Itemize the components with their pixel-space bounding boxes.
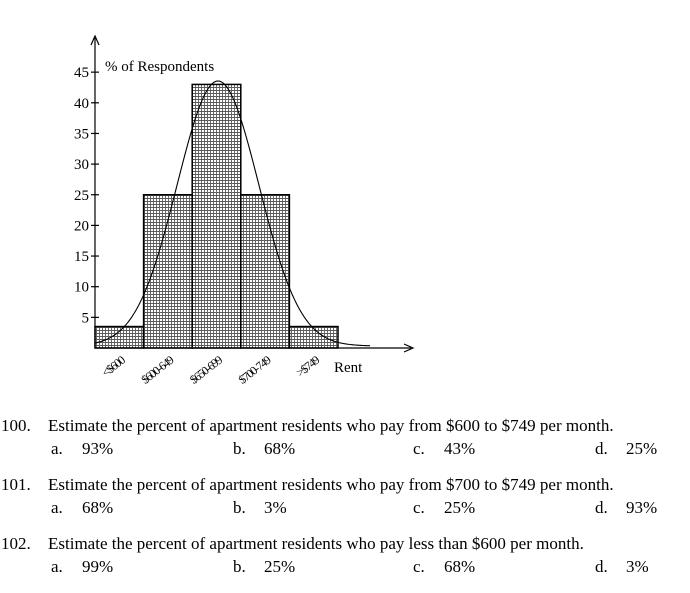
- choice-a: a. 93%: [51, 439, 113, 459]
- choice-letter: c.: [413, 498, 425, 517]
- y-tick-label: 25: [74, 188, 89, 204]
- question-100: 100. Estimate the percent of apartment r…: [0, 416, 690, 475]
- x-axis-label: Rent: [334, 360, 363, 376]
- y-tick-label: 15: [74, 249, 89, 265]
- choice-a: a. 99%: [51, 557, 113, 577]
- question-number: 100.: [1, 416, 31, 435]
- choice-value: 68%: [264, 439, 296, 458]
- category-label: $700-749: [236, 353, 274, 387]
- category-label: >$749: [293, 353, 322, 380]
- category-label: $600-649: [138, 353, 176, 387]
- bar-4: [240, 194, 291, 349]
- y-tick-label: 5: [82, 310, 90, 326]
- choice-a: a. 68%: [51, 498, 113, 518]
- choice-c: c. 25%: [413, 498, 475, 518]
- question-text: Estimate the percent of apartment reside…: [48, 475, 614, 494]
- choice-value: 68%: [82, 498, 114, 517]
- questions-list: 100. Estimate the percent of apartment r…: [0, 416, 690, 593]
- choice-b: b. 25%: [233, 557, 295, 577]
- question-text: Estimate the percent of apartment reside…: [48, 416, 614, 435]
- choice-d: d. 93%: [595, 498, 657, 518]
- bar-5: [288, 325, 339, 349]
- bars-layer: [94, 83, 339, 349]
- choice-value: 93%: [626, 498, 658, 517]
- choice-letter: a.: [51, 439, 63, 458]
- bar-2: [142, 194, 193, 349]
- normal-curve: [94, 80, 371, 347]
- choice-letter: b.: [233, 439, 246, 458]
- choice-letter: a.: [51, 498, 63, 517]
- choice-value: 3%: [264, 498, 287, 517]
- choice-c: c. 43%: [413, 439, 475, 459]
- bar-3: [191, 83, 242, 349]
- choice-letter: c.: [413, 439, 425, 458]
- histogram-chart: % of Respondents Rent 51015202530354045 …: [74, 34, 415, 387]
- choice-value: 99%: [82, 557, 114, 576]
- y-axis-label: % of Respondents: [105, 59, 214, 75]
- y-tick-label: 20: [74, 218, 89, 234]
- choice-letter: c.: [413, 557, 425, 576]
- question-101: 101. Estimate the percent of apartment r…: [0, 475, 690, 534]
- question-number: 102.: [1, 534, 31, 553]
- bar-1: [94, 325, 145, 349]
- choice-value: 68%: [444, 557, 476, 576]
- choice-b: b. 3%: [233, 498, 287, 518]
- choice-d: d. 25%: [595, 439, 657, 459]
- choice-letter: d.: [595, 498, 608, 517]
- question-102: 102. Estimate the percent of apartment r…: [0, 534, 690, 593]
- choice-d: d. 3%: [595, 557, 649, 577]
- x-axis-arrowhead: [403, 343, 415, 353]
- category-label: $650-699: [187, 353, 225, 387]
- choice-c: c. 68%: [413, 557, 475, 577]
- choice-letter: b.: [233, 557, 246, 576]
- choice-letter: d.: [595, 439, 608, 458]
- axes-layer: % of Respondents Rent: [90, 34, 415, 376]
- choice-value: 93%: [82, 439, 114, 458]
- category-labels-layer: <$600 $600-649 $650-699 $700-749 >$749: [99, 353, 322, 387]
- choice-letter: d.: [595, 557, 608, 576]
- category-label: <$600: [99, 353, 128, 380]
- choice-value: 3%: [626, 557, 649, 576]
- y-tick-label: 45: [74, 65, 89, 81]
- choice-value: 25%: [626, 439, 658, 458]
- choice-value: 25%: [264, 557, 296, 576]
- question-number: 101.: [1, 475, 31, 494]
- y-tick-label: 10: [74, 280, 89, 296]
- question-text: Estimate the percent of apartment reside…: [48, 534, 584, 553]
- choice-value: 43%: [444, 439, 476, 458]
- choice-value: 25%: [444, 498, 476, 517]
- choice-letter: a.: [51, 557, 63, 576]
- y-axis-arrowhead: [90, 34, 100, 46]
- y-ticks-layer: 5 10 15 20 25 30 35 40 45: [74, 65, 99, 326]
- y-tick-label: 30: [74, 157, 89, 173]
- y-tick-label: 35: [74, 126, 89, 142]
- y-tick-label: 40: [74, 96, 89, 112]
- choice-b: b. 68%: [233, 439, 295, 459]
- choice-letter: b.: [233, 498, 246, 517]
